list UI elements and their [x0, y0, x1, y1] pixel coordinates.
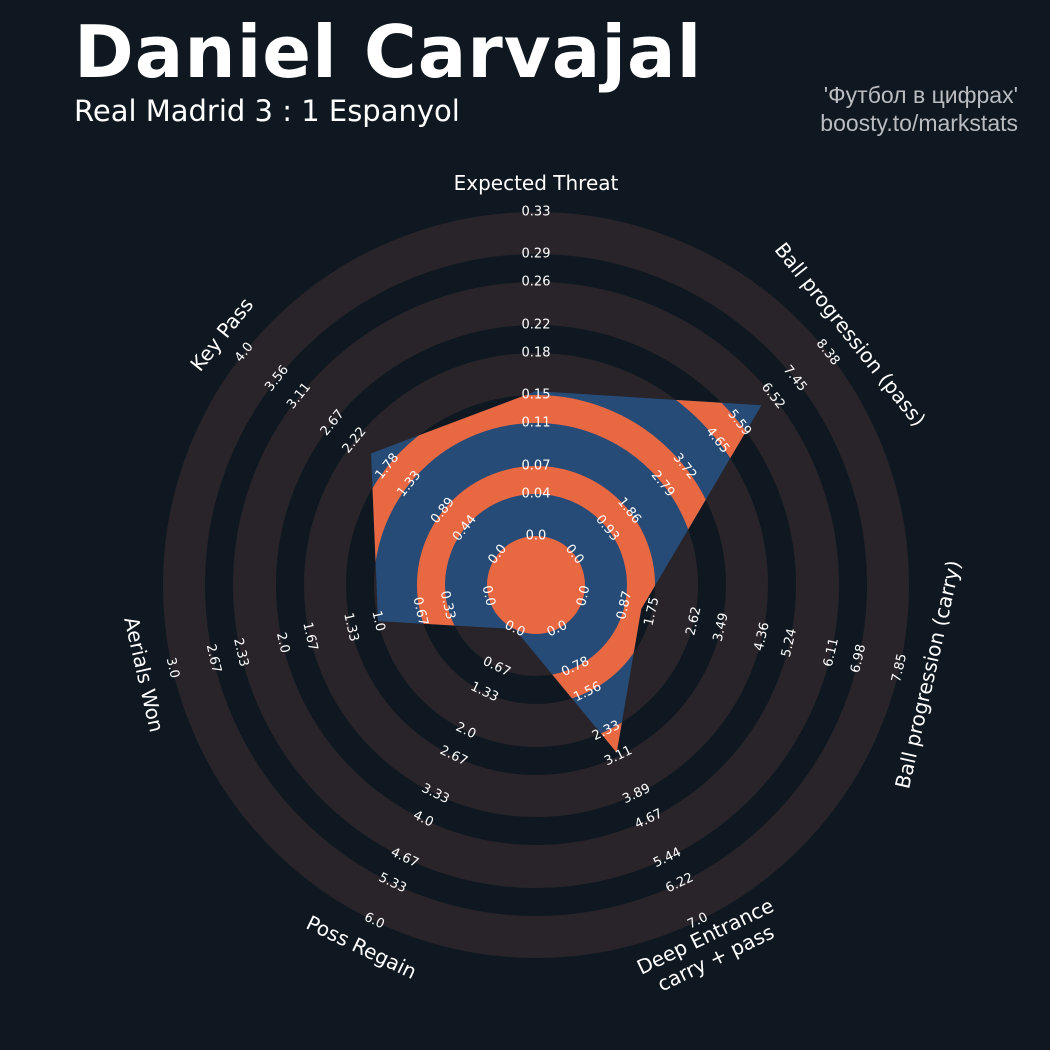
radar-ring-band [163, 212, 909, 958]
axis-tick-label: 6.11 [821, 637, 842, 669]
credit-link: boosty.to/markstats [820, 110, 1018, 136]
axis-tick-label: 0.07 [522, 459, 551, 474]
axis-tick-label: 5.24 [779, 627, 800, 659]
axis-tick-label: 2.0 [273, 631, 292, 655]
radar-center-circle [487, 536, 585, 634]
axis-tick-label: 7.85 [889, 652, 910, 684]
axis-tick-label: 0.0 [574, 584, 593, 608]
axis-tick-label: 3.0 [163, 656, 182, 680]
axis-tick-label: 6.98 [848, 643, 869, 675]
param-label: Aerials Won [119, 614, 169, 734]
radar-ring-band [233, 282, 839, 888]
radar-ring-band [304, 353, 768, 817]
axis-tick-label: 4.36 [752, 621, 773, 653]
axis-tick-label: 0.26 [522, 275, 551, 290]
axis-tick-label: 0.15 [522, 388, 551, 403]
match-subtitle: Real Madrid 3 : 1 Espanyol [74, 94, 460, 128]
player-name-title: Daniel Carvajal [74, 10, 703, 94]
axis-tick-label: 0.0 [526, 529, 547, 544]
axis-tick-label: 0.33 [522, 205, 551, 220]
axis-tick-label: 0.29 [522, 247, 551, 262]
axis-tick-label: 0.0 [479, 584, 498, 608]
axis-tick-label: 1.67 [299, 621, 320, 653]
axis-tick-label: 1.75 [641, 596, 662, 628]
axis-tick-label: 2.62 [683, 605, 704, 637]
axis-tick-label: 0.11 [522, 416, 551, 431]
axis-tick-label: 0.04 [522, 487, 551, 502]
axis-tick-label: 0.22 [522, 318, 551, 333]
axis-tick-label: 0.87 [614, 589, 635, 621]
axis-tick-label: 0.67 [409, 596, 430, 628]
axis-tick-label: 0.33 [437, 589, 458, 621]
credit-text: 'Футбол в цифрах' [823, 82, 1018, 108]
axis-tick-label: 0.18 [522, 346, 551, 361]
axis-tick-label: 1.0 [368, 609, 387, 633]
param-label: Expected Threat [454, 171, 619, 195]
axis-tick-label: 2.67 [203, 643, 224, 675]
axis-tick-label: 2.33 [230, 637, 251, 669]
axis-tick-label: 1.33 [340, 611, 361, 643]
axis-tick-label: 3.49 [711, 611, 732, 643]
